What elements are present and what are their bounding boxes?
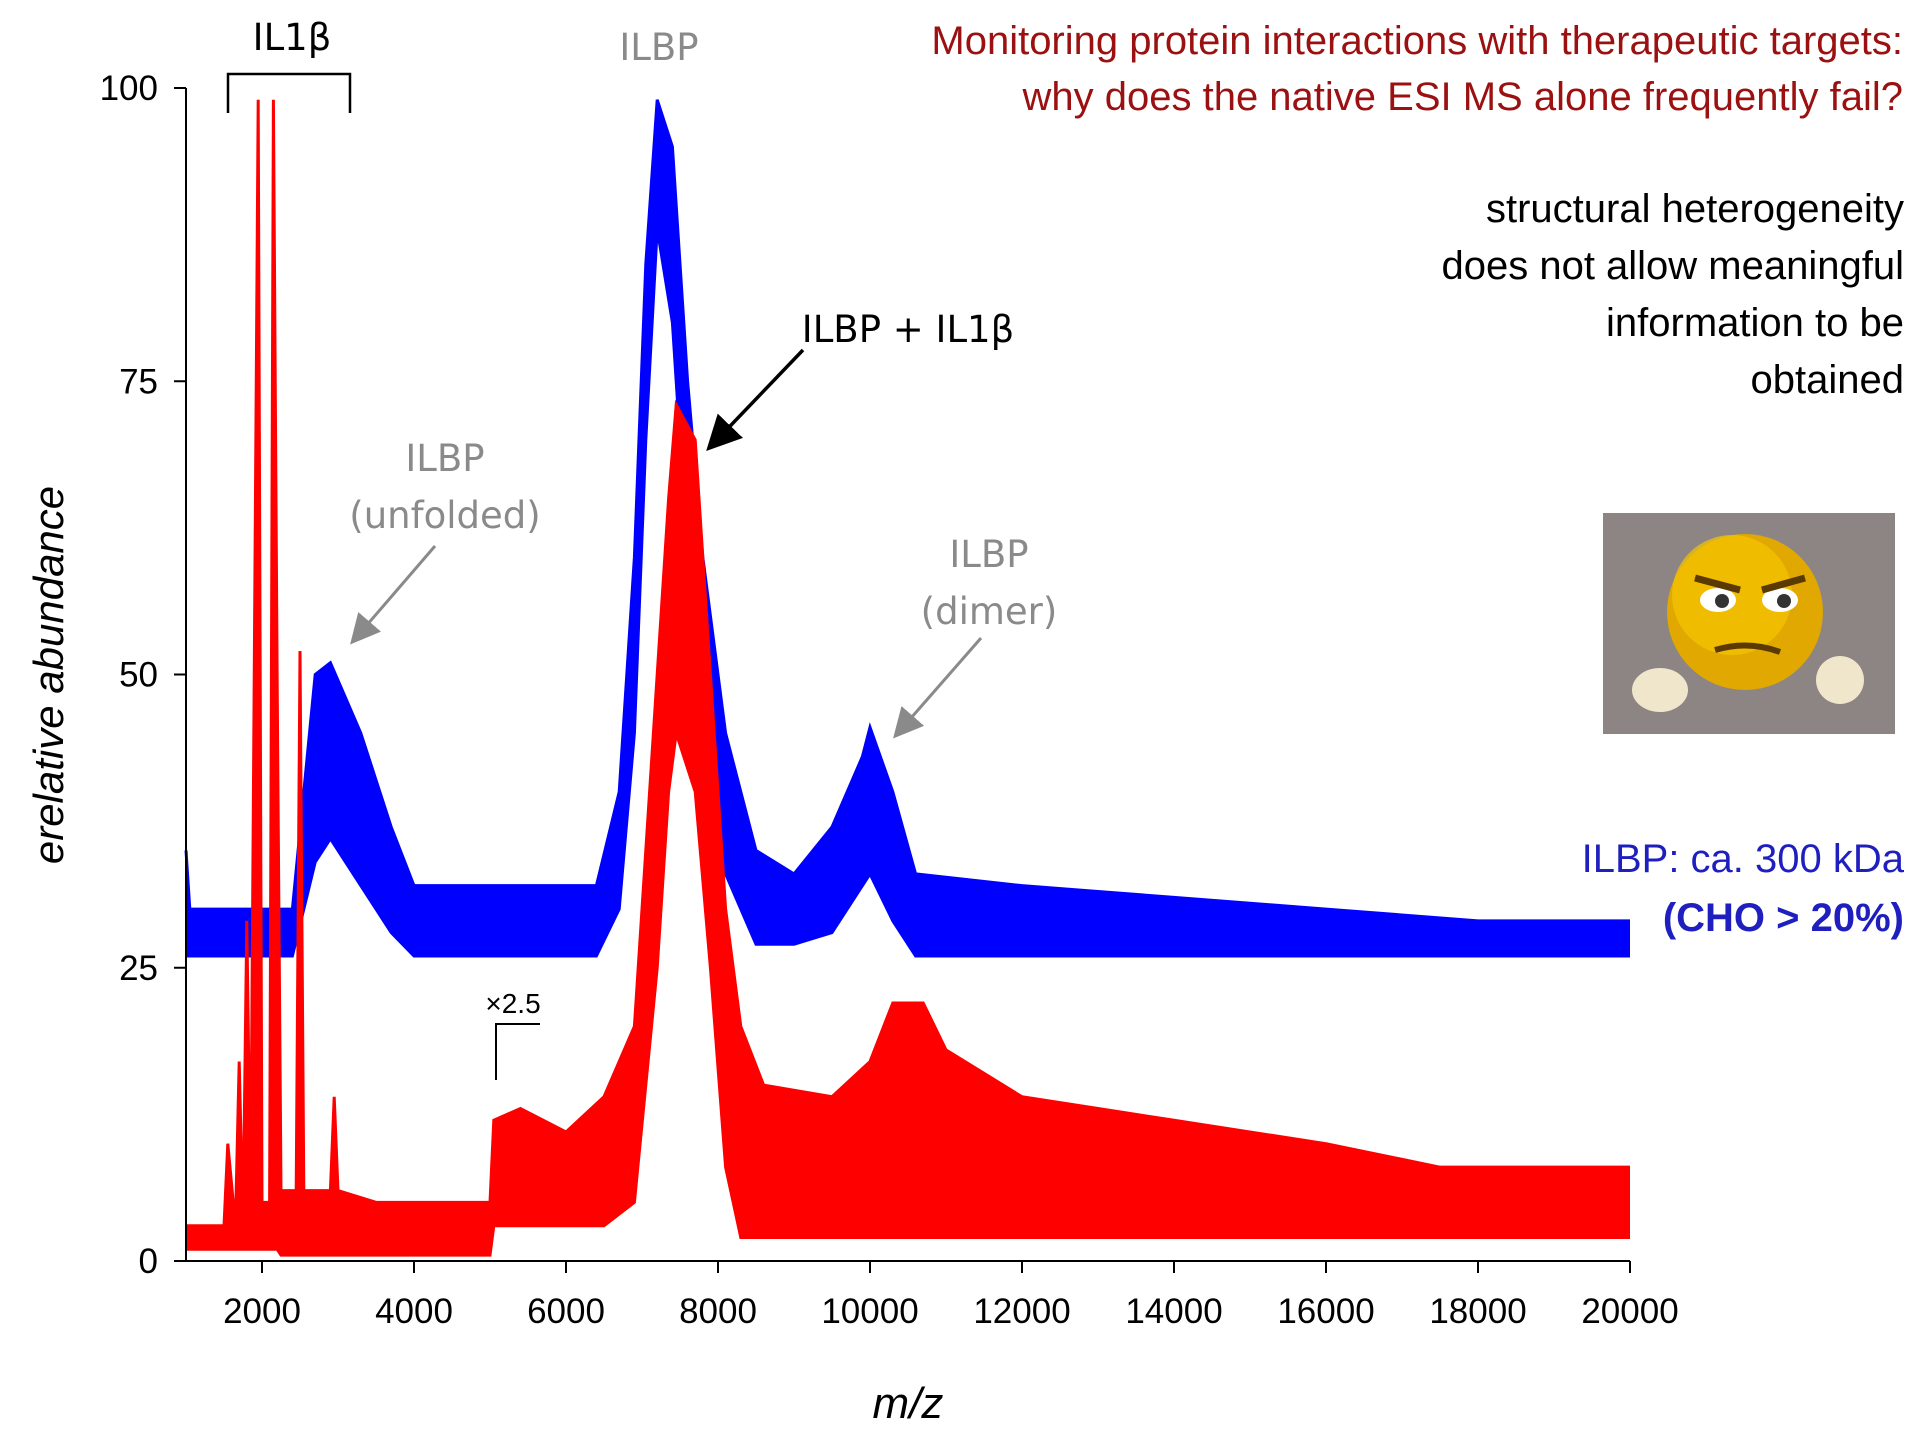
annotation: ILBP + IL1β — [802, 308, 1014, 351]
arrow — [711, 350, 803, 446]
x-tick-label: 8000 — [679, 1292, 757, 1331]
y-tick-label: 25 — [119, 949, 158, 988]
signal-band — [186, 100, 1630, 1255]
annotation: IL1β — [253, 16, 332, 59]
x-tick-label: 18000 — [1429, 1292, 1526, 1331]
x-tick-label: 20000 — [1581, 1292, 1678, 1331]
annotation: ILBP — [619, 26, 698, 69]
plot-area: 0 25 50 75 100 2000 4000 6000 8000 10000 12000 1400… — [25, 69, 1679, 1428]
mass-note: (CHO > 20%) — [1663, 896, 1904, 940]
y-tick-label: 0 — [139, 1242, 158, 1281]
x-tick-label: 6000 — [527, 1292, 605, 1331]
y-tick-label: 100 — [100, 69, 158, 108]
annotation: ILBP — [405, 437, 484, 480]
annotation: ×2.5 — [485, 988, 540, 1019]
y-tick-label: 75 — [119, 362, 158, 401]
page: {"chart_data": { "type": "band", "title_… — [0, 0, 1921, 1432]
y-tick-label: 50 — [119, 656, 158, 695]
annotation: (dimer) — [921, 590, 1058, 633]
arrow — [354, 546, 435, 640]
x-tick-label: 14000 — [1125, 1292, 1222, 1331]
annotation: (unfolded) — [349, 494, 540, 537]
title-line: why does the native ESI MS alone frequen… — [1021, 75, 1903, 119]
bracket — [228, 74, 350, 113]
title-line: Monitoring protein interactions with the… — [931, 19, 1903, 63]
annotation: ILBP — [949, 533, 1028, 576]
x-tick-label: 12000 — [973, 1292, 1070, 1331]
x-tick-label: 10000 — [821, 1292, 918, 1331]
bracket — [496, 1024, 540, 1080]
chart: 0 25 50 75 100 2000 4000 6000 8000 10000 12000 1400… — [0, 0, 1921, 1432]
y-axis-label: erelative abundance — [25, 486, 72, 864]
note-line: information to be — [1606, 301, 1904, 345]
x-tick-label: 4000 — [375, 1292, 453, 1331]
arrow — [897, 638, 981, 734]
emoticon-image — [1603, 513, 1895, 734]
x-tick-label: 16000 — [1277, 1292, 1374, 1331]
x-axis-label: m/z — [873, 1379, 944, 1428]
x-tick-label: 2000 — [223, 1292, 301, 1331]
note-line: does not allow meaningful — [1441, 244, 1904, 288]
mass-note: ILBP: ca. 300 kDa — [1582, 837, 1905, 881]
note-line: structural heterogeneity — [1486, 187, 1904, 231]
note-line: obtained — [1751, 358, 1904, 402]
